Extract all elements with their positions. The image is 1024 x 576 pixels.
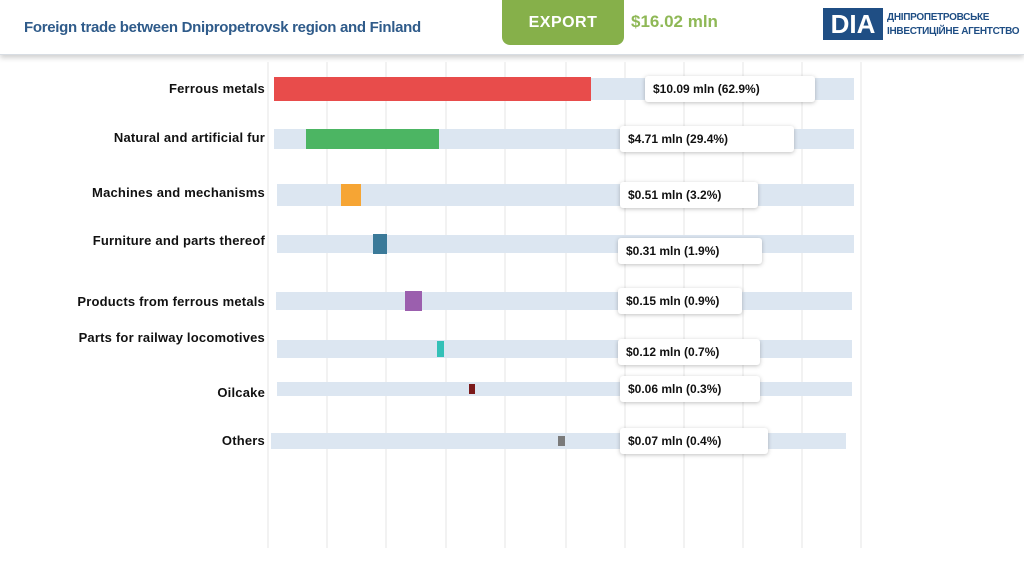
value-label: $0.07 mln (0.4%): [620, 428, 768, 454]
category-label: Oilcake: [217, 385, 265, 400]
bar-ferrous-metals: [274, 77, 591, 101]
category-label: Products from ferrous metals: [77, 294, 265, 309]
value-label: $0.31 mln (1.9%): [618, 238, 762, 264]
logo-text-line1: ДНІПРОПЕТРОВСЬКЕ: [887, 12, 990, 23]
category-label: Furniture and parts thereof: [92, 233, 265, 248]
bar-others: [558, 436, 565, 446]
bar-natural-and-artificial-fur: [306, 129, 439, 149]
logo-text-line2: ІНВЕСТИЦІЙНЕ АГЕНТСТВО: [887, 26, 1020, 37]
value-label: $0.15 mln (0.9%): [618, 288, 742, 314]
value-label: $4.71 mln (29.4%): [620, 126, 794, 152]
page-title: Foreign trade between Dnipropetrovsk reg…: [24, 19, 421, 36]
value-label: $0.06 mln (0.3%): [620, 376, 760, 402]
bar-track: [277, 382, 852, 396]
header-bar: Foreign trade between Dnipropetrovsk reg…: [0, 0, 1024, 55]
bar-machines-and-mechanisms: [341, 184, 361, 206]
bar-products-from-ferrous-metals: [405, 291, 422, 311]
category-label: Natural and artificial fur: [113, 130, 265, 145]
value-label: $0.12 mln (0.7%): [618, 339, 760, 365]
bar-oilcake: [469, 384, 475, 394]
category-label: Ferrous metals: [168, 81, 265, 96]
dia-logo-mark: DIA: [823, 8, 883, 40]
category-label: Others: [221, 433, 265, 448]
category-label: Machines and mechanisms: [92, 185, 265, 200]
dia-logo: DIA ДНІПРОПЕТРОВСЬКЕ ІНВЕСТИЦІЙНЕ АГЕНТС…: [823, 8, 1020, 42]
bar-track: [277, 235, 854, 253]
bar-furniture-and-parts-thereof: [373, 234, 387, 254]
category-label: Parts for railway locomotives: [78, 330, 265, 345]
bar-parts-for-railway-locomotives: [437, 341, 444, 357]
value-label: $0.51 mln (3.2%): [620, 182, 758, 208]
export-total: $16.02 mln: [631, 12, 718, 31]
value-label: $10.09 mln (62.9%): [645, 76, 815, 102]
bar-track: [277, 340, 852, 358]
bar-track: [276, 292, 852, 310]
export-button[interactable]: EXPORT: [502, 0, 624, 45]
bar-track: [277, 184, 854, 206]
